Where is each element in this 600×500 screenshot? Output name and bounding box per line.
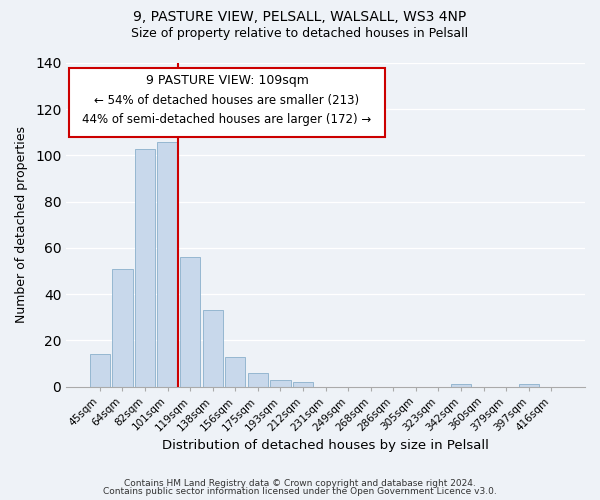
Bar — [451, 384, 471, 386]
Text: ← 54% of detached houses are smaller (213): ← 54% of detached houses are smaller (21… — [94, 94, 359, 106]
Bar — [203, 310, 223, 386]
Text: Contains HM Land Registry data © Crown copyright and database right 2024.: Contains HM Land Registry data © Crown c… — [124, 478, 476, 488]
Bar — [271, 380, 290, 386]
Text: 9 PASTURE VIEW: 109sqm: 9 PASTURE VIEW: 109sqm — [146, 74, 308, 88]
Text: Contains public sector information licensed under the Open Government Licence v3: Contains public sector information licen… — [103, 488, 497, 496]
X-axis label: Distribution of detached houses by size in Pelsall: Distribution of detached houses by size … — [162, 440, 489, 452]
Bar — [180, 257, 200, 386]
Y-axis label: Number of detached properties: Number of detached properties — [15, 126, 28, 324]
Text: 9, PASTURE VIEW, PELSALL, WALSALL, WS3 4NP: 9, PASTURE VIEW, PELSALL, WALSALL, WS3 4… — [133, 10, 467, 24]
Bar — [518, 384, 539, 386]
Bar — [135, 148, 155, 386]
FancyBboxPatch shape — [69, 68, 385, 138]
Bar — [293, 382, 313, 386]
Text: Size of property relative to detached houses in Pelsall: Size of property relative to detached ho… — [131, 28, 469, 40]
Bar — [157, 142, 178, 386]
Bar — [225, 356, 245, 386]
Bar — [112, 269, 133, 386]
Text: 44% of semi-detached houses are larger (172) →: 44% of semi-detached houses are larger (… — [82, 113, 371, 126]
Bar — [90, 354, 110, 386]
Bar — [248, 373, 268, 386]
